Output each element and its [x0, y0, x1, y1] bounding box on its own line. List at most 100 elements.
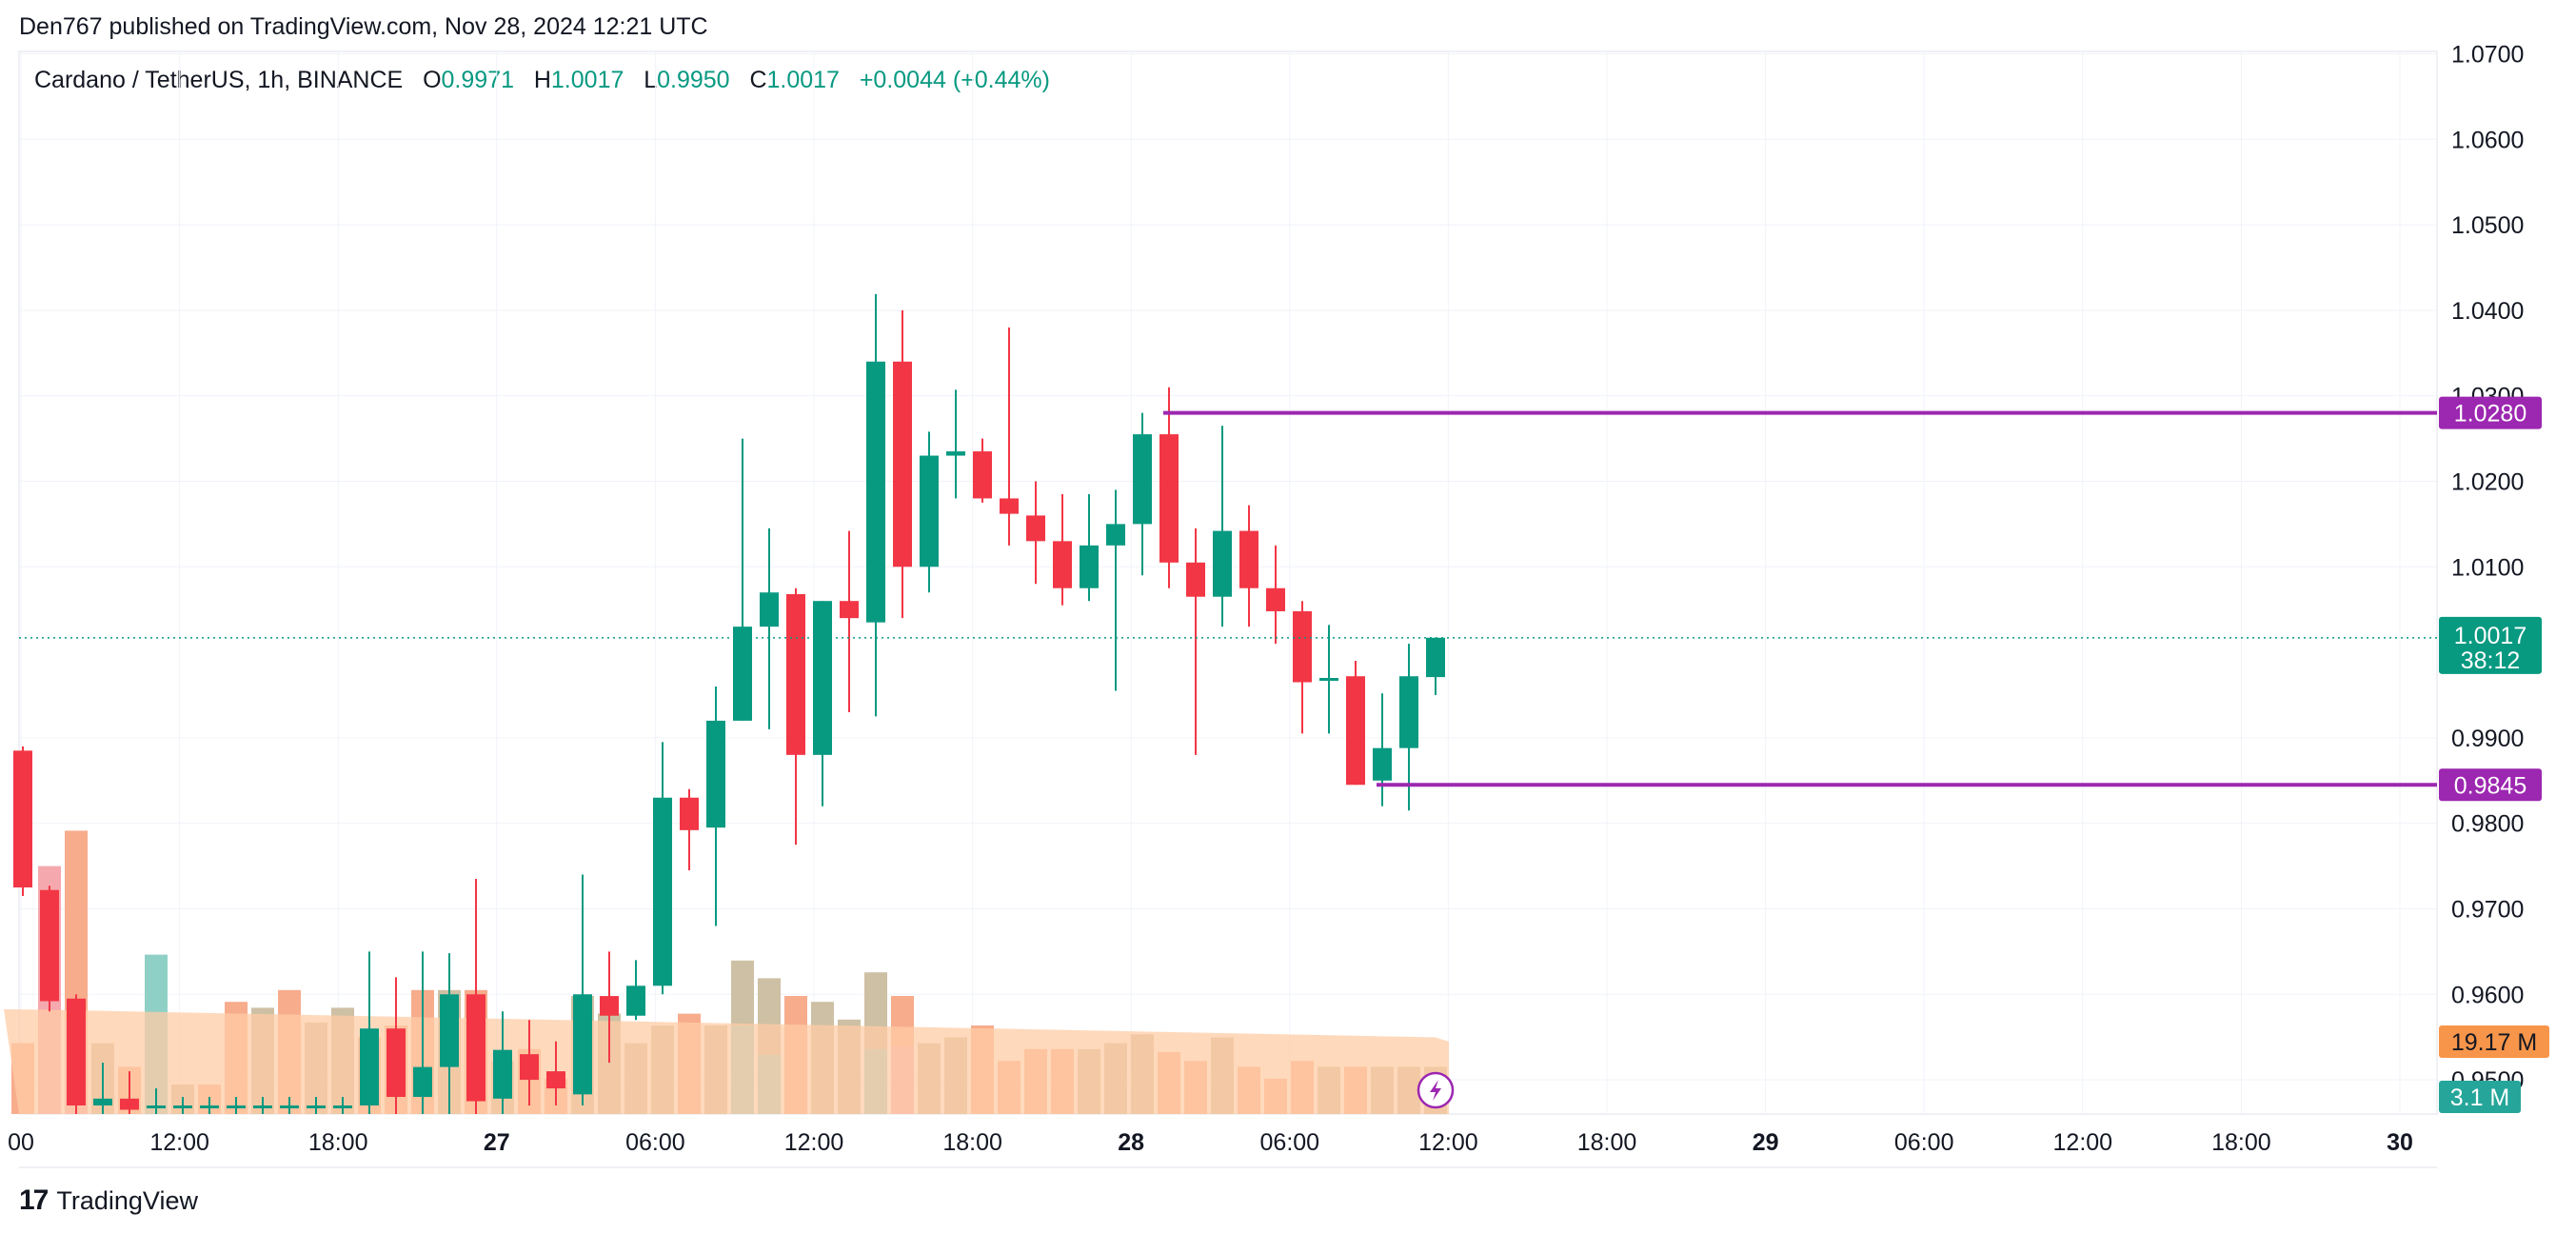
x-tick-label: 06:00: [625, 1129, 685, 1156]
candle-body: [680, 797, 699, 830]
candle-body: [1373, 747, 1392, 781]
candle-body: [13, 750, 32, 888]
candle-body: [706, 720, 725, 828]
candle-body: [866, 361, 885, 623]
x-tick-label: 18:00: [2211, 1129, 2271, 1156]
candle-body: [333, 1105, 352, 1109]
tradingview-logo-icon: 17: [19, 1184, 49, 1216]
y-tick-label: 1.0600: [2451, 127, 2524, 153]
candle-body: [493, 1049, 512, 1099]
candle-body: [40, 889, 59, 1002]
candle-body: [1426, 637, 1445, 678]
candle-body: [440, 994, 459, 1067]
x-tick-label: 18:00: [1577, 1129, 1637, 1156]
horizontal-levels[interactable]: [19, 410, 2437, 787]
candle-body: [626, 985, 645, 1016]
candle-body: [147, 1105, 166, 1109]
publish-header: Den767 published on TradingView.com, Nov…: [19, 13, 708, 40]
x-tick-label: 12:00: [784, 1129, 844, 1156]
candles: [13, 293, 1445, 1114]
level-tag-label: 1.0280: [2454, 401, 2526, 428]
ohlc-legend: Cardano / TetherUS, 1h, BINANCE O0.9971 …: [34, 67, 1050, 94]
x-tick-label: 00: [8, 1129, 34, 1156]
candle-body: [946, 451, 965, 456]
price-chart[interactable]: 1.07001.06001.05001.04001.03001.02001.01…: [0, 0, 2576, 1181]
candle-body: [1186, 562, 1205, 597]
candle-body: [67, 998, 86, 1106]
level-tag-label: 0.9845: [2454, 772, 2526, 799]
low-label: L: [644, 67, 658, 93]
low-value: 0.9950: [657, 67, 730, 93]
candle-body: [1319, 678, 1338, 682]
level-tag: [2439, 768, 2542, 802]
candle-body: [360, 1028, 379, 1106]
candle-body: [813, 601, 832, 755]
candle-body: [1266, 587, 1285, 611]
candle-body: [840, 601, 859, 619]
brand-name: TradingView: [56, 1185, 198, 1215]
countdown-label: 38:12: [2461, 647, 2521, 674]
x-tick-label: 06:00: [1260, 1129, 1320, 1156]
candle-body: [520, 1054, 539, 1081]
volume-last-tag: [2439, 1081, 2521, 1113]
volume-bars: [4, 830, 1449, 1114]
volume-ma-label: 19.17 M: [2451, 1029, 2537, 1056]
close-label: C: [749, 67, 767, 93]
x-tick-label: 30: [2387, 1129, 2413, 1156]
candle-body: [1026, 515, 1045, 542]
open-value: 0.9971: [441, 67, 514, 93]
y-tick-label: 0.9900: [2451, 726, 2524, 752]
y-tick-label: 1.0700: [2451, 41, 2524, 68]
x-tick-label: 18:00: [308, 1129, 368, 1156]
x-tick-label: 29: [1753, 1129, 1779, 1156]
volume-ma-area: [4, 1009, 1449, 1114]
candle-body: [413, 1066, 432, 1098]
candle-body: [1133, 434, 1152, 525]
candle-body: [1293, 610, 1312, 683]
candle-body: [653, 797, 672, 986]
y-tick-label: 1.0100: [2451, 554, 2524, 581]
candle-body: [120, 1098, 139, 1110]
x-tick-label: 12:00: [2053, 1129, 2113, 1156]
candle-body: [253, 1105, 272, 1109]
candle-body: [786, 594, 805, 755]
y-tick-label: 0.9700: [2451, 896, 2524, 923]
time-axis[interactable]: 00 12:00 18:00 27 06:00 12:00 18:00 28 06:00 12:0…: [8, 1129, 2413, 1156]
y-tick-label: 1.0200: [2451, 468, 2524, 495]
high-label: H: [533, 67, 551, 93]
y-tick-label: 0.9600: [2451, 982, 2524, 1008]
x-tick-label: 12:00: [149, 1129, 209, 1156]
last-price-tag: [2439, 616, 2542, 674]
y-tick-label: 0.9800: [2451, 811, 2524, 838]
x-tick-label: 06:00: [1894, 1129, 1954, 1156]
candle-body: [1399, 676, 1418, 748]
lightning-icon-bolt: [1430, 1080, 1441, 1101]
candle-body: [1053, 541, 1072, 588]
candle-body: [386, 1028, 406, 1098]
y-tick-label: 1.0400: [2451, 298, 2524, 325]
candle-body: [227, 1105, 246, 1109]
lightning-icon: [1417, 1071, 1455, 1109]
footer-brand: 17 TradingView: [19, 1184, 198, 1217]
candle-body: [1080, 545, 1099, 588]
x-tick-label: 12:00: [1418, 1129, 1478, 1156]
candle-body: [733, 627, 752, 721]
candle-body: [1000, 498, 1019, 514]
candle-body: [307, 1105, 326, 1109]
candle-body: [920, 455, 939, 567]
candle-body: [600, 996, 619, 1016]
candle-body: [893, 361, 912, 567]
candle-body: [973, 451, 992, 499]
symbol-name[interactable]: Cardano / TetherUS, 1h, BINANCE: [34, 67, 404, 93]
close-value: 1.0017: [766, 67, 840, 93]
candle-body: [546, 1071, 565, 1089]
candle-body: [1213, 530, 1232, 597]
price-axis[interactable]: 1.07001.06001.05001.04001.03001.02001.01…: [2451, 41, 2524, 1094]
candle-body: [1239, 530, 1258, 588]
candle-body: [466, 994, 485, 1102]
candle-body: [1346, 676, 1365, 786]
volume-ma-tag: [2439, 1025, 2549, 1058]
candle-body: [280, 1105, 299, 1109]
candle-body: [93, 1098, 112, 1106]
